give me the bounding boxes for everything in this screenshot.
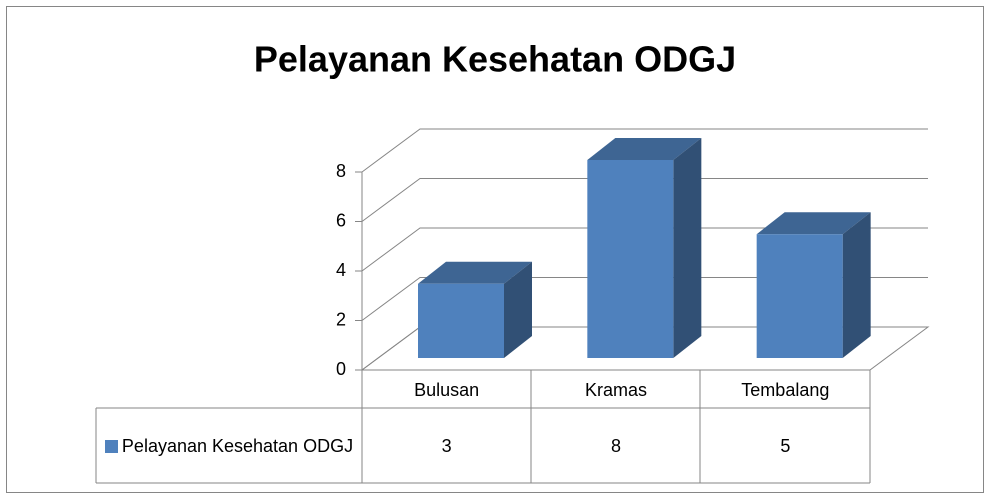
legend: Pelayanan Kesehatan ODGJ	[100, 412, 358, 480]
grid-line	[361, 178, 928, 222]
y-tick-label: 4	[336, 260, 346, 280]
y-tick-label: 0	[336, 359, 346, 379]
y-tick-label: 8	[336, 161, 346, 181]
bar-face	[418, 283, 504, 358]
bar-face	[756, 234, 843, 358]
data-table-value: 8	[611, 436, 621, 456]
y-tick-label: 6	[336, 210, 346, 230]
data-table-value: 5	[780, 436, 790, 456]
bar-face	[504, 261, 532, 358]
bar-face	[842, 212, 871, 358]
grid-line	[361, 227, 928, 272]
bar	[756, 212, 871, 358]
data-table-grid	[95, 370, 871, 484]
x-tick-label: Tembalang	[741, 380, 829, 400]
x-tick-label: Kramas	[585, 380, 647, 400]
bar	[587, 138, 702, 358]
y-tick-label: 2	[336, 309, 346, 329]
chart-title: Pelayanan Kesehatan ODGJ	[254, 39, 736, 80]
legend-label: Pelayanan Kesehatan ODGJ	[121, 436, 354, 456]
legend-key	[104, 440, 118, 453]
bar-face	[673, 138, 702, 358]
x-tick-label: Bulusan	[414, 380, 479, 400]
grid-line	[361, 128, 928, 173]
bar	[418, 261, 532, 358]
bar-face	[756, 212, 871, 235]
bar-face	[587, 138, 702, 160]
bar-face	[418, 261, 532, 284]
data-table-value: 3	[442, 436, 452, 456]
bar-face	[587, 160, 674, 358]
